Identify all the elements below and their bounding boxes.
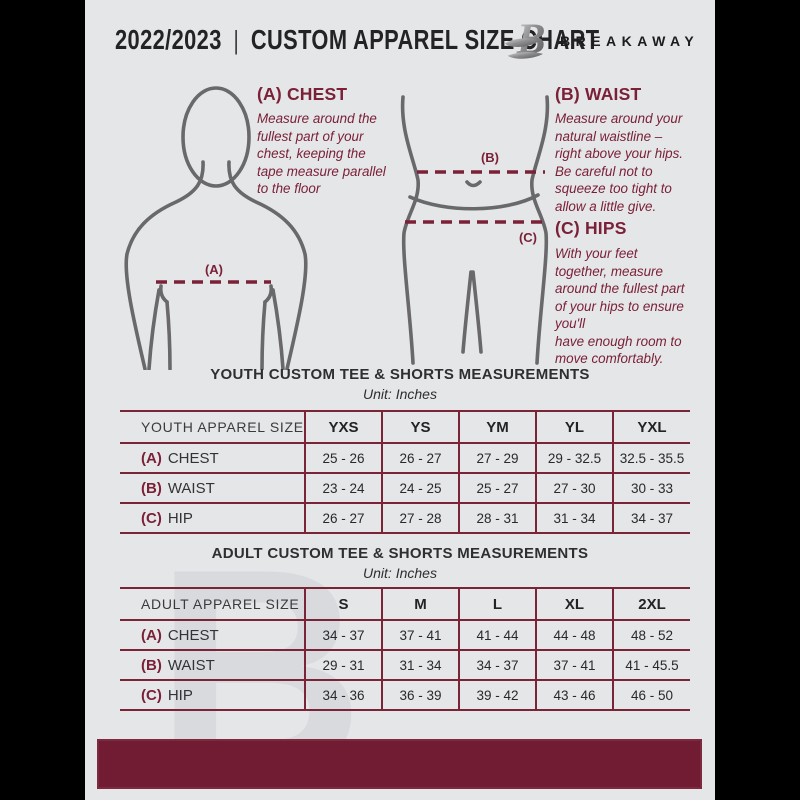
youth-section-unit: Unit: Inches	[363, 386, 437, 402]
adult-table-header-cell: ADULT APPAREL SIZE	[120, 587, 305, 621]
lower-torso-figure: (B) (C)	[400, 95, 550, 365]
row-prefix: (B)	[141, 479, 162, 497]
adult-section-unit: Unit: Inches	[363, 565, 437, 581]
youth-size-table: YOUTH APPAREL SIZE YXS YS YM YL YXL (A) C…	[120, 410, 690, 534]
youth-section-title: YOUTH CUSTOM TEE & SHORTS MEASUREMENTS	[210, 366, 590, 383]
row-label-text: HIP	[167, 509, 193, 527]
row-label: (C) HIP	[120, 502, 305, 534]
youth-waist-row: (B) WAIST 23 - 24 24 - 25 25 - 27 27 - 30…	[120, 472, 690, 504]
youth-chest-row: (A) CHEST 25 - 26 26 - 27 27 - 29 29 - 32…	[120, 442, 690, 474]
youth-table-header-cell: YXL	[612, 410, 690, 444]
table-cell: 29 - 32.5	[535, 442, 613, 474]
table-cell: 30 - 33	[612, 472, 690, 504]
table-cell: 28 - 31	[458, 502, 536, 534]
chest-guide-text: Measure around the fullest part of your …	[257, 111, 386, 197]
youth-table-header-row: YOUTH APPAREL SIZE YXS YS YM YL YXL	[120, 410, 690, 444]
adult-waist-row: (B) WAIST 29 - 31 31 - 34 34 - 37 37 - 41…	[120, 649, 690, 681]
table-cell: 31 - 34	[535, 502, 613, 534]
page-title-text: CUSTOM APPAREL SIZE CHART	[250, 24, 600, 55]
adult-table-header-cell: XL	[535, 587, 613, 621]
table-cell: 48 - 52	[612, 619, 690, 651]
table-cell: 29 - 31	[304, 649, 382, 681]
table-cell: 26 - 27	[381, 442, 459, 474]
table-cell: 34 - 37	[458, 649, 536, 681]
title-divider: |	[233, 24, 240, 55]
youth-table-header-cell: YL	[535, 410, 613, 444]
adult-hip-row: (C) HIP 34 - 36 36 - 39 39 - 42 43 - 46 4…	[120, 679, 690, 711]
adult-chest-row: (A) CHEST 34 - 37 37 - 41 41 - 44 44 - 48…	[120, 619, 690, 651]
table-cell: 34 - 36	[304, 679, 382, 711]
hips-guide-heading: (C) HIPS	[555, 218, 627, 238]
table-cell: 41 - 45.5	[612, 649, 690, 681]
table-cell: 44 - 48	[535, 619, 613, 651]
table-cell: 25 - 27	[458, 472, 536, 504]
waist-marker-label: (B)	[481, 150, 499, 165]
row-label: (B) WAIST	[120, 472, 305, 504]
table-cell: 37 - 41	[381, 619, 459, 651]
row-label-text: WAIST	[167, 656, 215, 674]
table-cell: 32.5 - 35.5	[612, 442, 690, 474]
waist-guide-text: Measure around your natural waistline – …	[555, 111, 684, 214]
table-cell: 27 - 29	[458, 442, 536, 474]
figure-head-outline	[181, 86, 251, 188]
row-label: (B) WAIST	[120, 649, 305, 681]
row-label-text: CHEST	[167, 449, 219, 467]
adult-section-title: ADULT CUSTOM TEE & SHORTS MEASUREMENTS	[211, 545, 589, 562]
adult-size-table: ADULT APPAREL SIZE S M L XL 2XL (A) CHEST…	[120, 587, 690, 711]
youth-table-header-cell: YOUTH APPAREL SIZE	[120, 410, 305, 444]
adult-table-header-cell: S	[304, 587, 382, 621]
adult-table-header-cell: M	[381, 587, 459, 621]
footer-accent-bar	[97, 739, 702, 789]
table-cell: 31 - 34	[381, 649, 459, 681]
row-label-text: WAIST	[167, 479, 215, 497]
row-label-text: HIP	[167, 686, 193, 704]
adult-table-header-cell: L	[458, 587, 536, 621]
row-prefix: (C)	[141, 509, 162, 527]
table-cell: 46 - 50	[612, 679, 690, 711]
chest-marker-label: (A)	[205, 262, 223, 277]
row-label: (A) CHEST	[120, 442, 305, 474]
brand-name: BREAKAWAY	[560, 33, 700, 49]
table-cell: 41 - 44	[458, 619, 536, 651]
page-title: 2022/2023 | CUSTOM APPAREL SIZE CHART	[115, 24, 600, 56]
table-cell: 23 - 24	[304, 472, 382, 504]
table-cell: 37 - 41	[535, 649, 613, 681]
season-label: 2022/2023	[115, 24, 222, 55]
row-label: (C) HIP	[120, 679, 305, 711]
table-cell: 34 - 37	[304, 619, 382, 651]
hips-marker-label: (C)	[519, 230, 537, 245]
table-cell: 25 - 26	[304, 442, 382, 474]
row-prefix: (A)	[141, 626, 162, 644]
row-prefix: (C)	[141, 686, 162, 704]
table-cell: 36 - 39	[381, 679, 459, 711]
table-cell: 26 - 27	[304, 502, 382, 534]
youth-table-header-cell: YXS	[304, 410, 382, 444]
adult-table-header-row: ADULT APPAREL SIZE S M L XL 2XL	[120, 587, 690, 621]
waist-guide-heading: (B) WAIST	[555, 84, 642, 104]
chest-guide-heading: (A) CHEST	[257, 84, 348, 104]
row-prefix: (B)	[141, 656, 162, 674]
adult-table-header-cell: 2XL	[612, 587, 690, 621]
breakaway-logo-icon: B	[504, 16, 546, 63]
upper-torso-figure: (A)	[124, 86, 308, 370]
row-label-text: CHEST	[167, 626, 219, 644]
row-prefix: (A)	[141, 449, 162, 467]
table-cell: 34 - 37	[612, 502, 690, 534]
table-cell: 27 - 30	[535, 472, 613, 504]
table-cell: 24 - 25	[381, 472, 459, 504]
figure-navel	[465, 180, 482, 188]
table-cell: 39 - 42	[458, 679, 536, 711]
hips-guide-text: With your feet together, measure around …	[555, 246, 685, 367]
youth-hip-row: (C) HIP 26 - 27 27 - 28 28 - 31 31 - 34 3…	[120, 502, 690, 534]
youth-table-header-cell: YM	[458, 410, 536, 444]
youth-table-header-cell: YS	[381, 410, 459, 444]
table-cell: 27 - 28	[381, 502, 459, 534]
table-cell: 43 - 46	[535, 679, 613, 711]
row-label: (A) CHEST	[120, 619, 305, 651]
size-chart-page: B 2022/2023 | CUSTOM APPAREL SIZE CHART …	[85, 0, 715, 800]
